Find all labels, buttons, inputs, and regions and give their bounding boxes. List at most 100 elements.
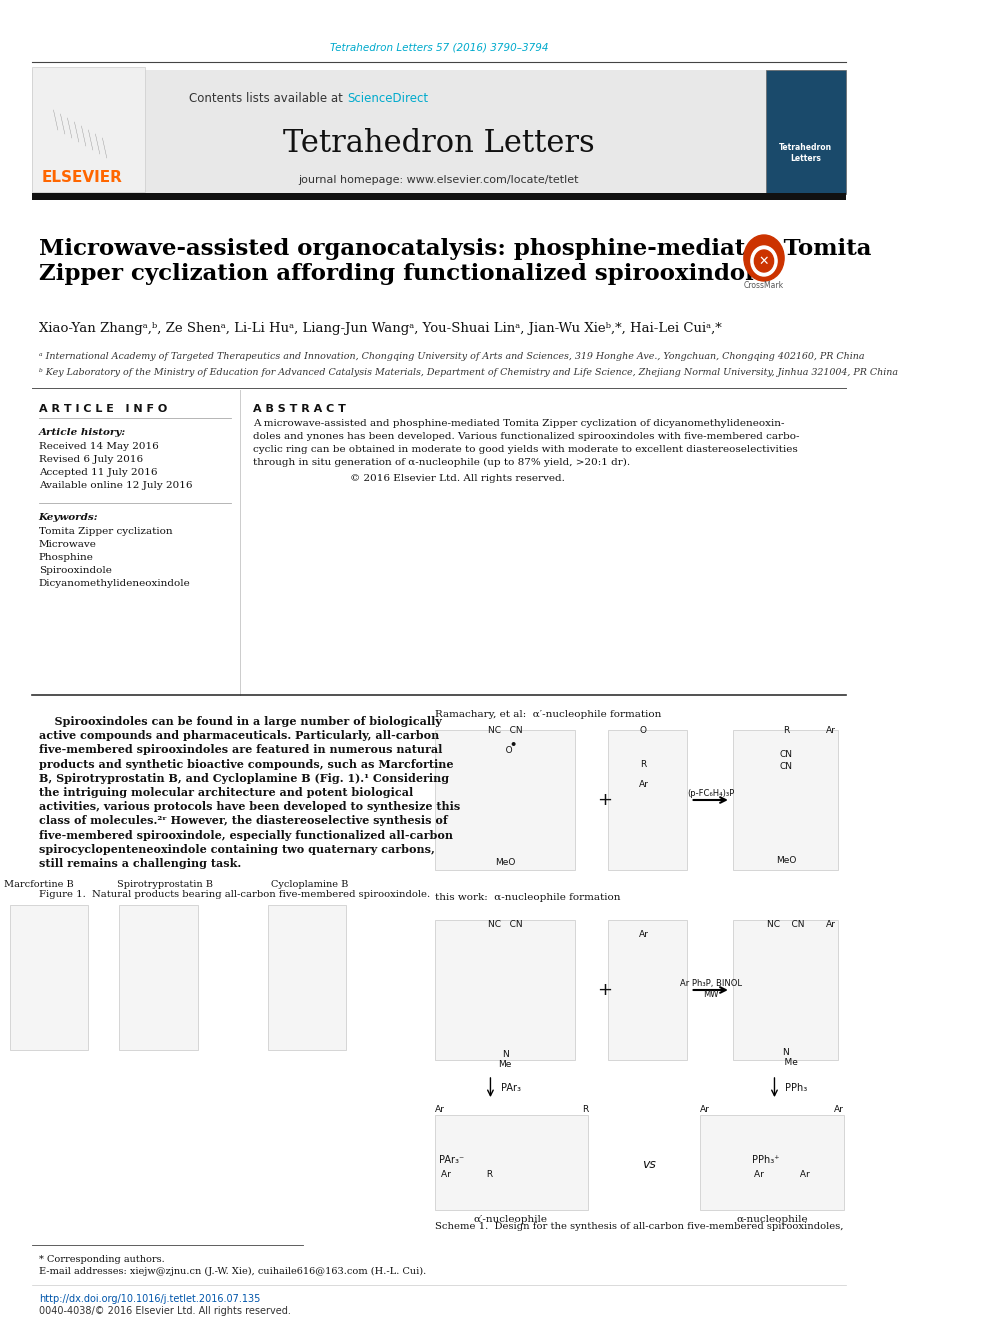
Text: CN: CN xyxy=(780,762,793,771)
Bar xyxy=(608,730,687,871)
Text: CN: CN xyxy=(780,750,793,759)
Text: ᵃ International Academy of Targeted Therapeutics and Innovation, Chongqing Unive: ᵃ International Academy of Targeted Ther… xyxy=(39,352,864,361)
Text: NC   CN: NC CN xyxy=(488,726,523,736)
Text: Tetrahedron Letters 57 (2016) 3790–3794: Tetrahedron Letters 57 (2016) 3790–3794 xyxy=(329,44,549,53)
Text: Ar Ph₃P, BINOL: Ar Ph₃P, BINOL xyxy=(680,979,742,988)
Text: Ramachary, et al:  α′-nucleophile formation: Ramachary, et al: α′-nucleophile formati… xyxy=(435,710,662,718)
Text: +: + xyxy=(597,791,612,808)
Text: Cycloplamine B: Cycloplamine B xyxy=(271,880,348,889)
Text: spirocyclopenteneoxindole containing two quaternary carbons,: spirocyclopenteneoxindole containing two… xyxy=(39,844,434,855)
Text: * Corresponding authors.: * Corresponding authors. xyxy=(39,1256,165,1263)
Text: NC    CN: NC CN xyxy=(767,919,805,929)
Text: +: + xyxy=(597,980,612,999)
Text: B, Spirotryprostatin B, and Cycloplamine B (Fig. 1).¹ Considering: B, Spirotryprostatin B, and Cycloplamine… xyxy=(39,773,448,783)
Text: Spirooxindoles can be found in a large number of biologically: Spirooxindoles can be found in a large n… xyxy=(39,716,441,728)
Text: the intriguing molecular architecture and potent biological: the intriguing molecular architecture an… xyxy=(39,787,413,798)
Bar xyxy=(10,905,88,1050)
Text: 0040-4038/© 2016 Elsevier Ltd. All rights reserved.: 0040-4038/© 2016 Elsevier Ltd. All right… xyxy=(39,1306,291,1316)
Text: Spirotryprostatin B: Spirotryprostatin B xyxy=(117,880,213,889)
Text: Available online 12 July 2016: Available online 12 July 2016 xyxy=(39,482,192,490)
Text: Keywords:: Keywords: xyxy=(39,513,98,523)
Text: (p-FC₆H₄)₃P: (p-FC₆H₄)₃P xyxy=(687,789,734,798)
Text: Ar: Ar xyxy=(639,930,649,939)
Text: Ar: Ar xyxy=(834,1105,844,1114)
Text: O: O xyxy=(498,746,513,755)
Text: ᵇ Key Laboratory of the Ministry of Education for Advanced Catalysis Materials, : ᵇ Key Laboratory of the Ministry of Educ… xyxy=(39,368,898,377)
Text: A R T I C L E   I N F O: A R T I C L E I N F O xyxy=(39,404,167,414)
Text: •: • xyxy=(492,738,518,751)
Text: Ar    R: Ar R xyxy=(440,1170,493,1179)
Circle shape xyxy=(754,250,774,273)
Text: Received 14 May 2016: Received 14 May 2016 xyxy=(39,442,159,451)
Text: five-membered spirooxindoles are featured in numerous natural: five-membered spirooxindoles are feature… xyxy=(39,745,442,755)
Text: NC   CN: NC CN xyxy=(488,919,523,929)
Bar xyxy=(435,1115,588,1211)
Text: Ar: Ar xyxy=(826,726,836,736)
Text: A B S T R A C T: A B S T R A C T xyxy=(253,404,345,414)
Text: products and synthetic bioactive compounds, such as Marcfortine: products and synthetic bioactive compoun… xyxy=(39,758,453,770)
Text: vs: vs xyxy=(642,1159,656,1171)
Text: activities, various protocols have been developed to synthesize this: activities, various protocols have been … xyxy=(39,802,460,812)
Text: Dicyanomethylideneoxindole: Dicyanomethylideneoxindole xyxy=(39,579,190,587)
Bar xyxy=(733,919,838,1060)
Text: Contents lists available at: Contents lists available at xyxy=(188,91,346,105)
Text: Ar: Ar xyxy=(435,1105,445,1114)
Bar xyxy=(268,905,346,1050)
Text: Ar: Ar xyxy=(700,1105,710,1114)
Text: © 2016 Elsevier Ltd. All rights reserved.: © 2016 Elsevier Ltd. All rights reserved… xyxy=(350,474,564,483)
Text: PAr₃⁻: PAr₃⁻ xyxy=(438,1155,463,1166)
Circle shape xyxy=(744,235,784,280)
Text: α-nucleophile: α-nucleophile xyxy=(736,1215,807,1224)
Text: Revised 6 July 2016: Revised 6 July 2016 xyxy=(39,455,143,464)
Text: Marcfortine B: Marcfortine B xyxy=(4,880,73,889)
Bar xyxy=(435,919,575,1060)
Text: five-membered spirooxindole, especially functionalized all-carbon: five-membered spirooxindole, especially … xyxy=(39,830,452,840)
Text: PPh₃: PPh₃ xyxy=(785,1084,807,1093)
Bar xyxy=(119,905,197,1050)
Text: O: O xyxy=(640,726,647,736)
Text: doles and ynones has been developed. Various functionalized spirooxindoles with : doles and ynones has been developed. Var… xyxy=(253,433,800,441)
Text: ScienceDirect: ScienceDirect xyxy=(347,91,429,105)
Text: cyclic ring can be obtained in moderate to good yields with moderate to excellen: cyclic ring can be obtained in moderate … xyxy=(253,445,798,454)
Bar xyxy=(700,1115,844,1211)
Text: Phosphine: Phosphine xyxy=(39,553,93,562)
Bar xyxy=(733,730,838,871)
Bar xyxy=(32,193,846,200)
Text: Xiao-Yan Zhangᵃ,ᵇ, Ze Shenᵃ, Li-Li Huᵃ, Liang-Jun Wangᵃ, You-Shuai Linᵃ, Jian-Wu: Xiao-Yan Zhangᵃ,ᵇ, Ze Shenᵃ, Li-Li Huᵃ, … xyxy=(39,321,721,335)
Bar xyxy=(32,70,846,194)
Bar xyxy=(766,70,846,194)
Bar xyxy=(435,730,575,871)
Text: Ar    Ar: Ar Ar xyxy=(754,1170,809,1179)
Text: Tetrahedron Letters: Tetrahedron Letters xyxy=(283,127,595,159)
Text: N
    Me: N Me xyxy=(774,1048,799,1068)
Text: Accepted 11 July 2016: Accepted 11 July 2016 xyxy=(39,468,157,478)
Text: Tetrahedron
Letters: Tetrahedron Letters xyxy=(780,143,832,163)
Circle shape xyxy=(751,246,777,277)
Text: Spirooxindole: Spirooxindole xyxy=(39,566,111,576)
Text: MeO: MeO xyxy=(776,856,796,865)
Text: PPh₃⁺: PPh₃⁺ xyxy=(752,1155,780,1166)
Text: A microwave-assisted and phosphine-mediated Tomita Zipper cyclization of dicyano: A microwave-assisted and phosphine-media… xyxy=(253,419,785,429)
Text: Ar: Ar xyxy=(826,919,836,929)
Text: class of molecules.²ʳ However, the diastereoselective synthesis of: class of molecules.²ʳ However, the diast… xyxy=(39,815,447,827)
Text: through in situ generation of α-nucleophile (up to 87% yield, >20:1 dr).: through in situ generation of α-nucleoph… xyxy=(253,458,630,467)
Text: CrossMark: CrossMark xyxy=(744,280,784,290)
Text: active compounds and pharmaceuticals. Particularly, all-carbon: active compounds and pharmaceuticals. Pa… xyxy=(39,730,438,741)
Text: R: R xyxy=(640,759,647,769)
Text: this work:  α-nucleophile formation: this work: α-nucleophile formation xyxy=(435,893,621,902)
Text: Article history:: Article history: xyxy=(39,429,126,437)
Text: R: R xyxy=(582,1105,588,1114)
Text: α′-nucleophile: α′-nucleophile xyxy=(473,1215,548,1224)
Text: ✕: ✕ xyxy=(759,254,769,267)
Text: PAr₃: PAr₃ xyxy=(501,1084,521,1093)
Text: N
Me: N Me xyxy=(499,1050,512,1069)
Text: Ar: Ar xyxy=(639,781,649,789)
Text: MeO: MeO xyxy=(495,859,516,867)
Text: Scheme 1.  Design for the synthesis of all-carbon five-membered spirooxindoles,: Scheme 1. Design for the synthesis of al… xyxy=(435,1222,844,1230)
Bar xyxy=(32,67,145,192)
Text: ELSEVIER: ELSEVIER xyxy=(42,171,123,185)
Text: Microwave: Microwave xyxy=(39,540,96,549)
Text: http://dx.doi.org/10.1016/j.tetlet.2016.07.135: http://dx.doi.org/10.1016/j.tetlet.2016.… xyxy=(39,1294,260,1304)
Text: Microwave-assisted organocatalysis: phosphine-mediated Tomita
Zipper cyclization: Microwave-assisted organocatalysis: phos… xyxy=(39,238,871,286)
Text: R: R xyxy=(783,726,789,736)
